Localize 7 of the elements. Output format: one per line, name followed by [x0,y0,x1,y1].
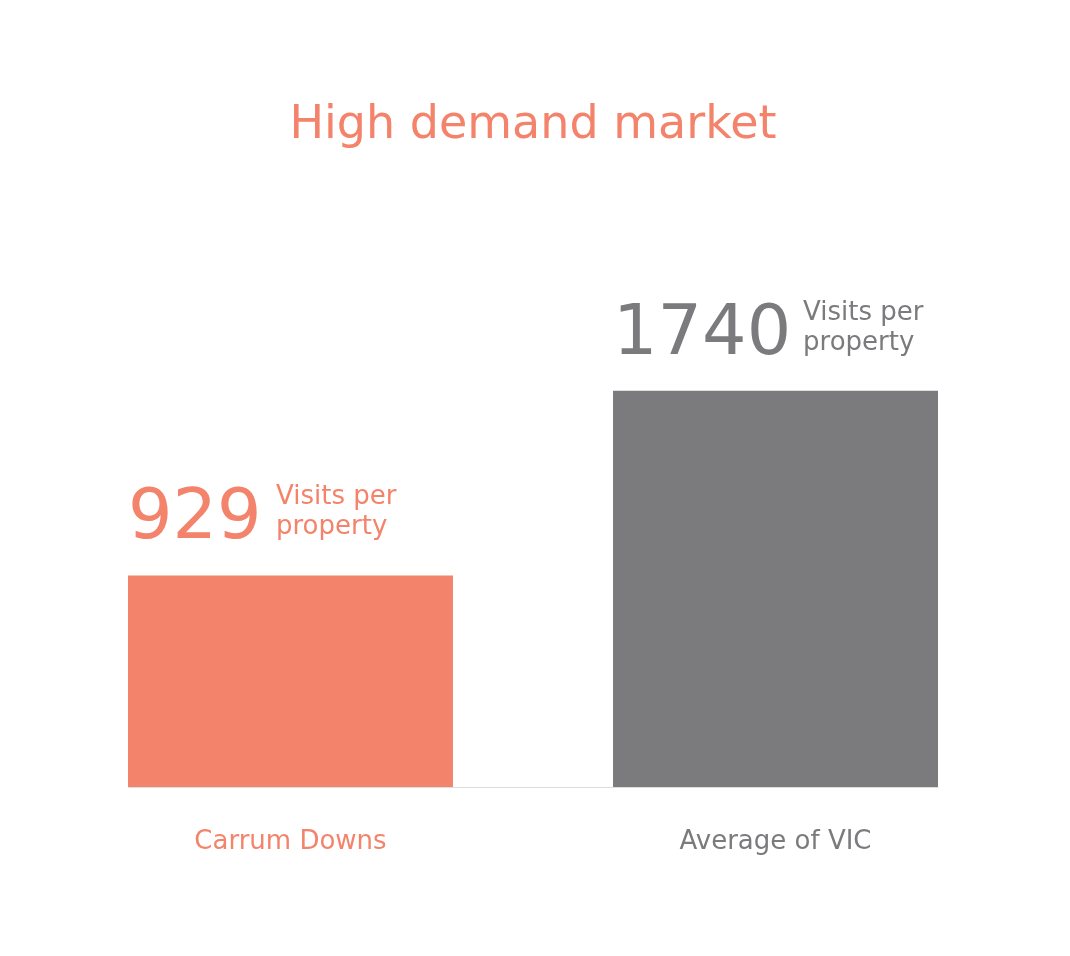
x-tick-label: Carrum Downs [194,824,387,855]
annotation: Visits per property [276,480,397,541]
data-label: 1740 [613,288,792,371]
annotation: Visits per property [803,295,924,356]
x-tick-label: Average of VIC [679,824,872,855]
chart-title: High demand market [289,94,777,149]
data-label: 929 [128,473,262,556]
